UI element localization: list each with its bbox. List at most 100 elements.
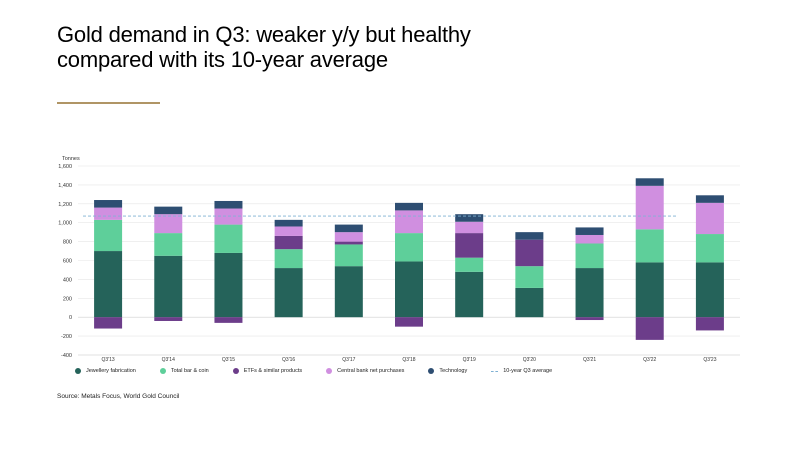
x-tick-label: Q3'14 xyxy=(162,357,175,363)
legend-item: Total bar & coin xyxy=(159,368,209,374)
bar-segment-technology xyxy=(695,195,724,203)
bar-segment-etfs xyxy=(334,241,363,245)
bar-segment-etfs xyxy=(214,317,243,323)
bar-segment-central_bank xyxy=(154,214,183,234)
x-tick-label: Q3'19 xyxy=(463,357,476,363)
x-tick-label: Q3'17 xyxy=(342,357,355,363)
chart-title: Gold demand in Q3: weaker y/y but health… xyxy=(57,22,471,72)
bar-segment-etfs xyxy=(154,317,183,321)
bar-segment-central_bank xyxy=(635,185,664,230)
bar-segment-bar_coin xyxy=(214,224,243,253)
y-tick-label: 1,000 xyxy=(58,221,72,227)
x-tick-label: Q3'20 xyxy=(523,357,536,363)
bar-segment-jewellery xyxy=(154,255,183,318)
bar-segment-central_bank xyxy=(214,208,243,225)
bar-segment-etfs xyxy=(94,317,123,329)
bar-segment-jewellery xyxy=(395,261,423,318)
legend-item: Jewellery fabrication xyxy=(75,368,136,374)
y-tick-label: 600 xyxy=(63,259,72,265)
bar-segment-etfs xyxy=(274,235,303,250)
bar-segment-bar_coin xyxy=(334,244,363,267)
legend-item: 10-year Q3 average xyxy=(491,368,552,374)
bar-segment-technology xyxy=(334,224,363,233)
bar-segment-jewellery xyxy=(274,268,303,318)
bar-segment-jewellery xyxy=(94,251,123,318)
y-axis-label: Tonnes xyxy=(62,156,80,162)
y-tick-label: 400 xyxy=(63,277,72,283)
bar-segment-bar_coin xyxy=(395,233,423,262)
bar-segment-etfs xyxy=(455,233,484,258)
bar-segment-technology xyxy=(94,200,123,208)
bar-segment-bar_coin xyxy=(515,266,544,288)
legend-label: Technology xyxy=(439,368,468,374)
y-tick-label: -200 xyxy=(61,334,72,340)
legend-item: ETFs & similar products xyxy=(232,368,303,374)
bar-segment-jewellery xyxy=(334,266,363,318)
x-tick-label: Q3'23 xyxy=(703,357,716,363)
bar-segment-central_bank xyxy=(94,207,123,220)
bar-segment-bar_coin xyxy=(154,233,183,256)
y-tick-label: 200 xyxy=(63,296,72,302)
bar-segment-central_bank xyxy=(695,202,724,235)
x-tick-label: Q3'15 xyxy=(222,357,235,363)
x-tick-label: Q3'21 xyxy=(583,357,596,363)
bar-segment-bar_coin xyxy=(94,219,123,252)
x-tick-label: Q3'16 xyxy=(282,357,295,363)
legend-label: Total bar & coin xyxy=(170,368,209,374)
x-tick-label: Q3'22 xyxy=(643,357,656,363)
source-note: Source: Metals Focus, World Gold Council xyxy=(57,393,180,400)
bar-segment-etfs xyxy=(575,317,604,321)
bar-segment-central_bank xyxy=(334,232,363,242)
legend-dash-swatch xyxy=(491,370,499,372)
bar-segment-technology xyxy=(515,232,544,240)
bar-segment-technology xyxy=(455,214,484,222)
legend-item: Technology xyxy=(428,368,467,374)
y-tick-label: -400 xyxy=(61,353,72,359)
bar-segment-jewellery xyxy=(575,268,604,318)
bar-segment-central_bank xyxy=(274,226,303,236)
bar-segment-etfs xyxy=(395,317,423,327)
bar-segment-etfs xyxy=(515,239,544,267)
y-tick-label: 800 xyxy=(63,240,72,246)
legend-label: Jewellery fabrication xyxy=(86,368,136,374)
title-underline xyxy=(57,102,160,104)
bar-segment-jewellery xyxy=(515,287,544,318)
bar-segment-central_bank xyxy=(575,234,604,244)
y-tick-label: 0 xyxy=(69,315,72,321)
bar-segment-technology xyxy=(214,200,243,209)
bar-segment-central_bank xyxy=(395,210,423,234)
legend-swatch xyxy=(326,368,333,374)
legend-swatch xyxy=(75,368,81,374)
bar-segment-jewellery xyxy=(455,271,484,318)
y-tick-label: 1,600 xyxy=(58,164,72,170)
bar-segment-etfs xyxy=(695,317,724,331)
bar-segment-jewellery xyxy=(695,262,724,318)
legend-label: 10-year Q3 average xyxy=(503,368,553,374)
bar-segment-technology xyxy=(154,206,183,215)
legend-swatch xyxy=(232,368,239,374)
bar-segment-bar_coin xyxy=(635,229,664,263)
x-tick-label: Q3'13 xyxy=(101,357,114,363)
bar-segment-technology xyxy=(575,227,604,235)
x-tick-label: Q3'18 xyxy=(402,357,415,363)
bar-segment-bar_coin xyxy=(575,243,604,269)
legend-item: Central bank net purchases xyxy=(326,368,404,374)
bar-segment-etfs xyxy=(635,317,664,340)
legend-label: ETFs & similar products xyxy=(243,368,303,374)
legend-swatch xyxy=(159,368,166,374)
bar-segment-jewellery xyxy=(635,262,664,318)
bar-segment-jewellery xyxy=(214,252,243,318)
legend-swatch xyxy=(428,368,435,374)
y-tick-label: 1,400 xyxy=(58,183,72,189)
bar-segment-technology xyxy=(395,202,423,211)
bar-segment-bar_coin xyxy=(274,249,303,269)
bar-segment-central_bank xyxy=(455,221,484,234)
bar-segment-technology xyxy=(635,178,664,186)
legend-label: Central bank net purchases xyxy=(337,368,405,374)
bar-segment-bar_coin xyxy=(695,234,724,263)
bar-segment-bar_coin xyxy=(455,257,484,272)
chart-legend: Jewellery fabrication Total bar & coin ETF… xyxy=(75,368,576,374)
bar-segment-technology xyxy=(274,219,303,227)
